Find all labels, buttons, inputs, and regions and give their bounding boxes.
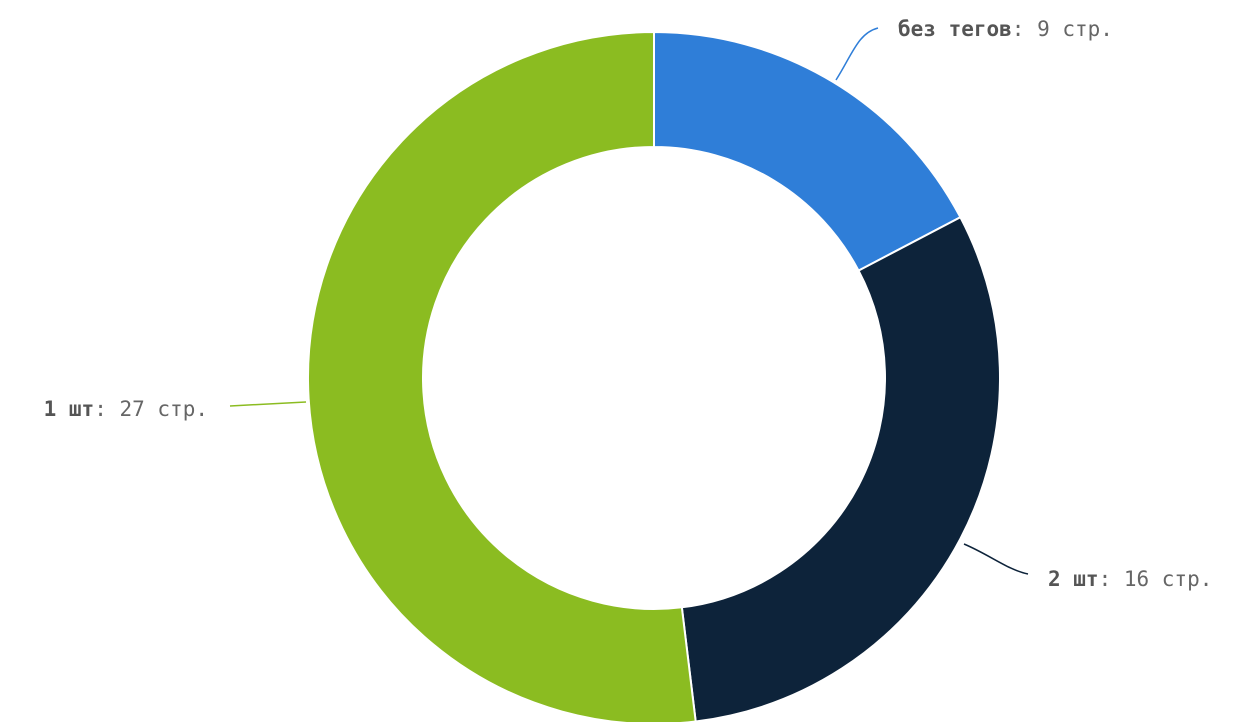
data-label-name: без тегов [898, 17, 1012, 41]
donut-slice-1[interactable] [653, 30, 962, 272]
leader-line-1 [835, 27, 879, 81]
data-label-3: 1 шт: 27 стр. [44, 397, 208, 421]
leader-line-3 [229, 401, 307, 407]
data-label-value: : 16 стр. [1099, 567, 1213, 591]
donut-slice-2[interactable] [680, 215, 1001, 722]
donut-slices [307, 30, 1001, 722]
data-labels: без тегов: 9 стр. 2 шт: 16 стр. 1 шт: 27 с… [44, 17, 1213, 591]
data-label-name: 1 шт [44, 397, 95, 421]
data-label-value: : 9 стр. [1012, 17, 1113, 41]
data-label-name: 2 шт [1048, 567, 1099, 591]
donut-slice-3[interactable] [307, 30, 697, 722]
data-label-value: : 27 стр. [94, 397, 208, 421]
data-label-1: без тегов: 9 стр. [898, 17, 1113, 41]
leader-lines [229, 27, 1029, 575]
leader-line-2 [963, 543, 1029, 575]
data-label-2: 2 шт: 16 стр. [1048, 567, 1212, 591]
